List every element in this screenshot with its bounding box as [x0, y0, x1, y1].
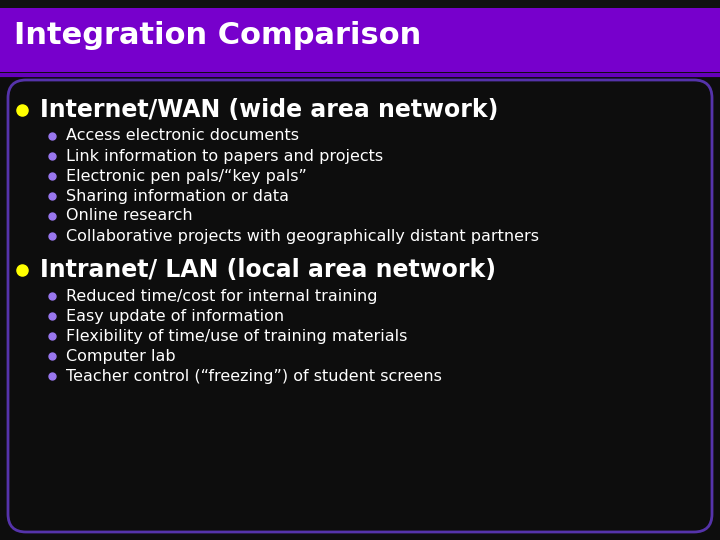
Text: Internet/WAN (wide area network): Internet/WAN (wide area network) — [40, 98, 498, 122]
Text: Flexibility of time/use of training materials: Flexibility of time/use of training mate… — [66, 328, 408, 343]
Text: Integration Comparison: Integration Comparison — [14, 22, 421, 51]
FancyBboxPatch shape — [8, 80, 712, 532]
Text: Computer lab: Computer lab — [66, 348, 176, 363]
Text: Easy update of information: Easy update of information — [66, 308, 284, 323]
Text: Collaborative projects with geographically distant partners: Collaborative projects with geographical… — [66, 228, 539, 244]
Text: Intranet/ LAN (local area network): Intranet/ LAN (local area network) — [40, 258, 496, 282]
Text: Access electronic documents: Access electronic documents — [66, 129, 299, 144]
Text: Sharing information or data: Sharing information or data — [66, 188, 289, 204]
Text: Electronic pen pals/“key pals”: Electronic pen pals/“key pals” — [66, 168, 307, 184]
FancyBboxPatch shape — [0, 0, 720, 72]
Text: Link information to papers and projects: Link information to papers and projects — [66, 148, 383, 164]
Text: Reduced time/cost for internal training: Reduced time/cost for internal training — [66, 288, 377, 303]
Text: Online research: Online research — [66, 208, 193, 224]
FancyBboxPatch shape — [0, 0, 720, 8]
Text: Teacher control (“freezing”) of student screens: Teacher control (“freezing”) of student … — [66, 368, 442, 383]
